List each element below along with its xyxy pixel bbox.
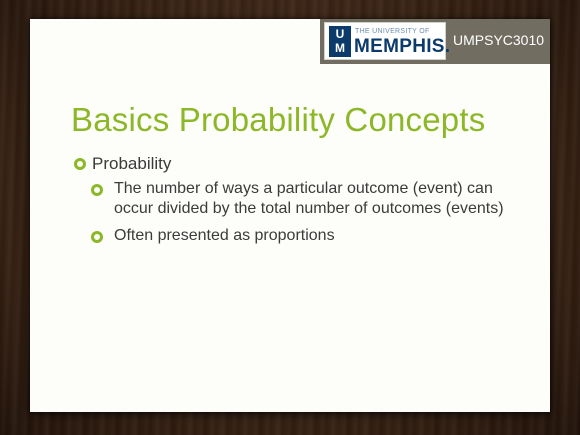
bullet-text: Probability (92, 154, 172, 173)
ring-bullet-icon (91, 184, 103, 196)
logo-title: MEMPHIS. (354, 36, 451, 57)
ring-bullet-icon (91, 231, 103, 243)
slide-card: U M THE UNIVERSITY OF MEMPHIS. UMPSYC301… (30, 19, 550, 412)
sub-bullet-item-proportions: Often presented as proportions (91, 226, 534, 246)
header-band: U M THE UNIVERSITY OF MEMPHIS. UMPSYC301… (320, 19, 550, 64)
course-code: UMPSYC3010 (453, 32, 545, 48)
sub-bullet-item-definition: The number of ways a particular outcome … (91, 179, 534, 219)
bullet-item-probability: Probability (74, 153, 534, 174)
sub-bullet-text: Often presented as proportions (114, 227, 335, 244)
university-logo: U M THE UNIVERSITY OF MEMPHIS. (324, 22, 450, 60)
sub-bullet-text: The number of ways a particular outcome … (114, 180, 504, 217)
um-logo-icon: U M (329, 26, 351, 57)
bullet-list: Probability The number of ways a particu… (74, 153, 534, 246)
logo-subtitle: THE UNIVERSITY OF (355, 28, 430, 35)
slide-title: Basics Probability Concepts (71, 101, 486, 138)
ring-bullet-icon (74, 158, 86, 170)
